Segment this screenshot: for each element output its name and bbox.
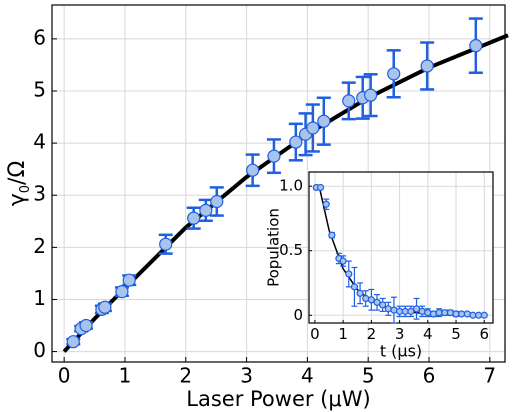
data-point (339, 257, 347, 265)
data-point (356, 289, 364, 297)
data-point (187, 211, 201, 225)
data-point (387, 67, 401, 81)
data-point (66, 335, 80, 349)
data-point (420, 59, 434, 73)
data-point (412, 305, 421, 313)
x-tick-label: 5 (451, 325, 461, 343)
y-tick-label: 0.5 (279, 241, 303, 259)
plot-frame (308, 171, 494, 324)
x-axis-label: t (μs) (380, 342, 422, 361)
x-tick-label: 6 (479, 325, 489, 343)
x-axis-label: Laser Power (μW) (186, 387, 370, 411)
data-point (384, 305, 392, 313)
data-point (364, 88, 378, 102)
data-point (210, 194, 224, 209)
y-tick-label: 0 (33, 338, 46, 362)
y-tick-label: 5 (33, 77, 46, 101)
data-point (424, 309, 432, 317)
data-point (317, 114, 331, 128)
x-tick-label: 4 (423, 325, 433, 343)
data-point (463, 310, 471, 318)
x-tick-label: 7 (483, 364, 496, 388)
data-point (367, 296, 375, 304)
plot-background (309, 172, 493, 323)
x-tick-label: 0 (58, 364, 71, 388)
y-tick-label: 6 (33, 25, 46, 49)
data-point (122, 273, 136, 287)
y-axis-label: γ0/Ω (5, 161, 33, 207)
data-point (480, 311, 488, 319)
x-tick-label: 6 (423, 364, 436, 388)
y-tick-label: 2 (33, 234, 46, 258)
x-tick-label: 3 (395, 325, 405, 343)
y-tick-label: 1.0 (279, 177, 303, 195)
data-point (407, 307, 415, 315)
x-tick-label: 0 (310, 325, 320, 343)
data-point (246, 163, 260, 177)
plot: 0 1 2 3 4 5 600.51.0t (μs)Population (265, 171, 494, 361)
data-point (98, 300, 112, 314)
data-point (199, 203, 213, 217)
y-tick-label: 3 (33, 182, 46, 206)
data-point (345, 270, 353, 278)
y-tick-label: 1 (33, 286, 46, 310)
data-point (289, 135, 303, 149)
x-tick-label: 1 (338, 325, 348, 343)
y-axis-label-part: /Ω (5, 161, 30, 185)
data-point (418, 307, 426, 315)
data-point (362, 294, 370, 303)
data-point (373, 298, 381, 306)
y-tick-label: 4 (33, 130, 46, 154)
data-point (316, 183, 325, 192)
x-tick-label: 4 (301, 364, 314, 388)
data-point (390, 306, 398, 314)
data-point (322, 200, 330, 208)
data-point (342, 94, 356, 108)
y-tick-label: 0 (293, 306, 303, 324)
data-point (429, 310, 438, 318)
data-point (115, 285, 129, 299)
y-axis-label-part: 0 (18, 185, 33, 193)
data-point (446, 309, 454, 317)
x-tick-label: 3 (240, 364, 253, 388)
x-tick-label: 1 (119, 364, 132, 388)
x-tick-label: 2 (179, 364, 192, 388)
x-tick-label: 5 (362, 364, 375, 388)
data-point (350, 283, 359, 291)
data-point (306, 121, 320, 135)
data-point (267, 149, 281, 163)
y-axis-label-part: γ (5, 193, 30, 206)
x-tick-label: 2 (367, 325, 377, 343)
data-point (79, 318, 93, 333)
y-axis-label: Population (265, 208, 283, 287)
data-point (159, 237, 173, 251)
data-point (469, 39, 483, 53)
data-point (379, 301, 387, 309)
data-point (328, 231, 336, 239)
plot-frame (51, 4, 506, 363)
